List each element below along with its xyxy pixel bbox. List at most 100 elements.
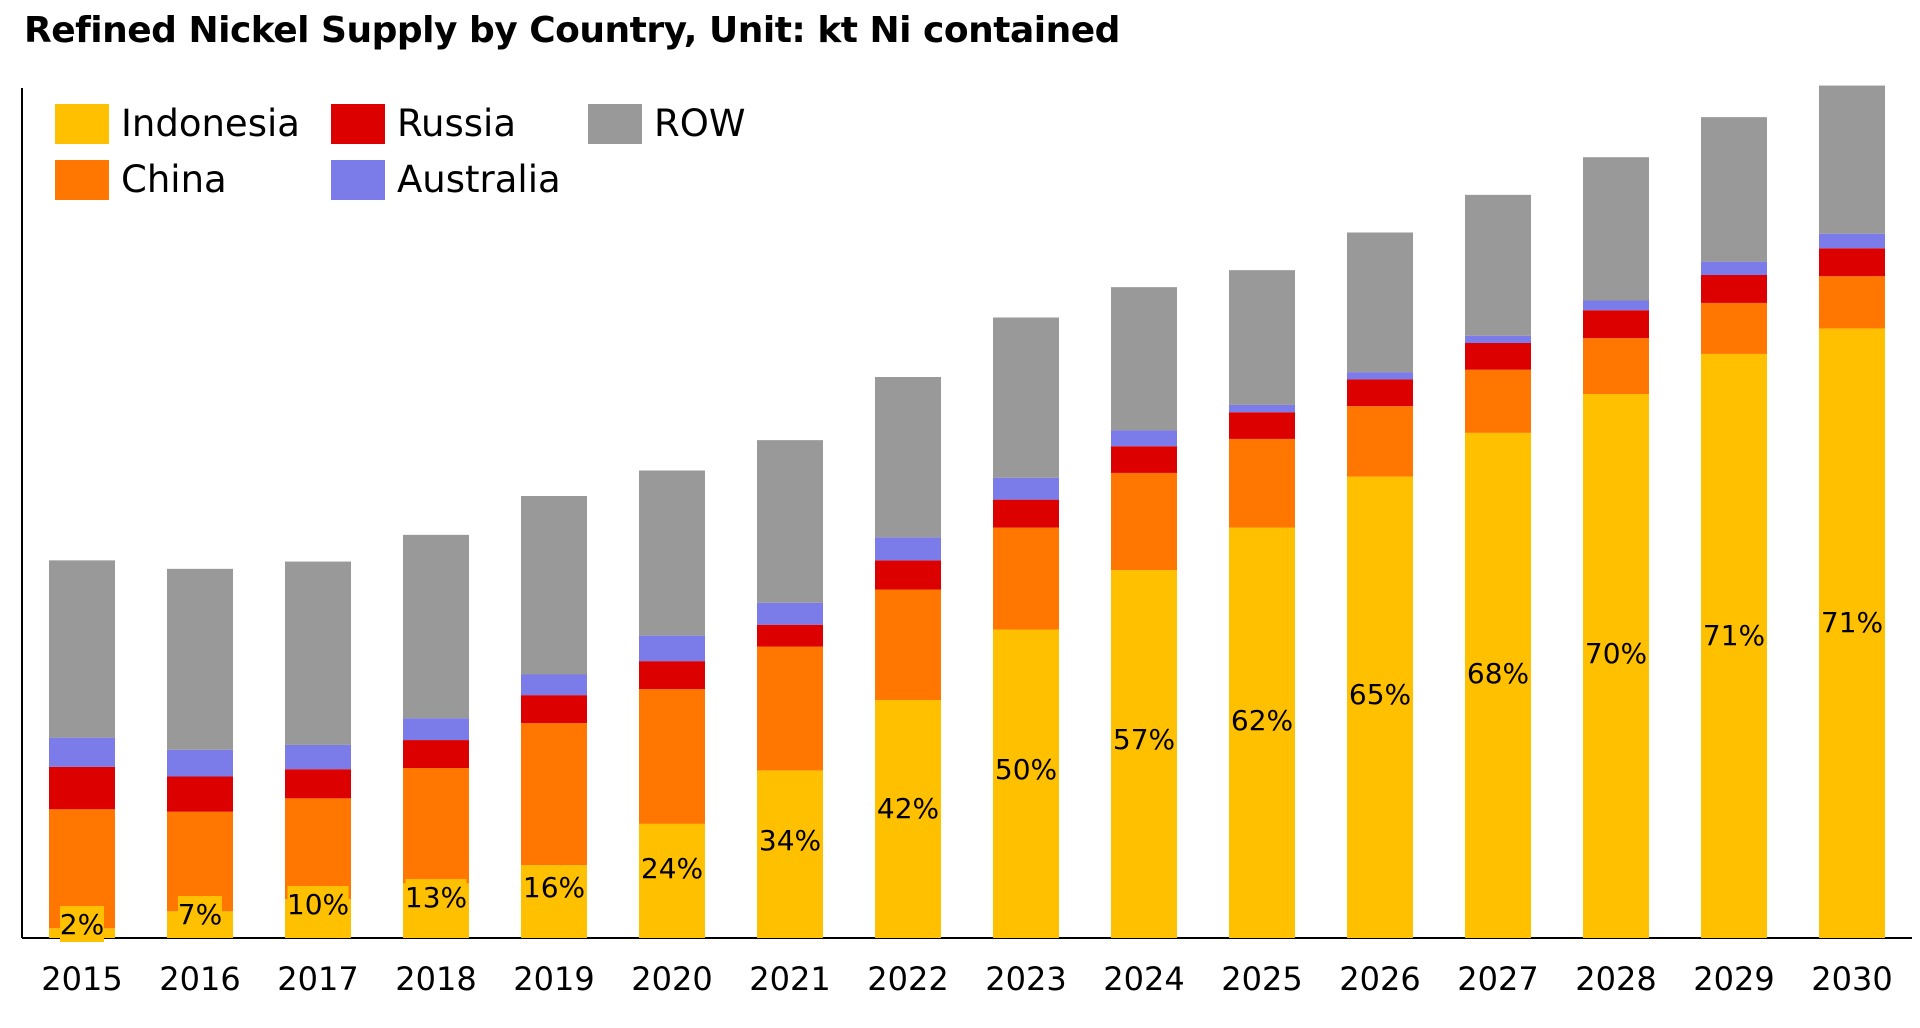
data-label-bg-2017 (287, 886, 349, 922)
data-label-bg-2018 (405, 879, 467, 915)
x-tick-label-2015: 2015 (41, 960, 122, 998)
bar-australia-2017 (285, 744, 351, 770)
data-label-bg-2023 (995, 751, 1057, 787)
bar-russia-2018 (403, 740, 469, 768)
bar-row-2021 (757, 440, 823, 603)
legend-item-indonesia: Indonesia (55, 102, 300, 145)
data-label-bg-2026 (1349, 676, 1411, 712)
x-tick-label-2022: 2022 (867, 960, 948, 998)
legend-swatch-row (588, 103, 642, 144)
bar-china-2018 (403, 768, 469, 884)
bar-russia-2020 (639, 661, 705, 690)
bar-australia-2027 (1465, 335, 1531, 343)
bar-russia-2027 (1465, 343, 1531, 370)
data-label-bg-2016 (178, 896, 222, 932)
legend-item-row: ROW (588, 102, 745, 145)
bar-china-2023 (993, 527, 1059, 630)
legend-swatch-australia (331, 159, 385, 200)
data-label-bg-2029 (1703, 617, 1765, 653)
data-label-2023: 50% (995, 753, 1057, 786)
legend-label-indonesia: Indonesia (121, 102, 300, 145)
bar-china-2030 (1819, 276, 1885, 329)
bar-row-2020 (639, 470, 705, 636)
bar-china-2027 (1465, 369, 1531, 433)
bar-china-2029 (1701, 302, 1767, 354)
data-label-2024: 57% (1113, 723, 1175, 756)
data-label-2028: 70% (1585, 637, 1647, 670)
data-label-bg-2019 (523, 869, 585, 905)
chart-legend: Indonesia China Russia Australia ROW (55, 102, 815, 212)
bar-russia-2017 (285, 769, 351, 799)
bar-china-2017 (285, 798, 351, 900)
legend-item-australia: Australia (331, 158, 561, 201)
data-label-2029: 71% (1703, 619, 1765, 652)
data-label-2018: 13% (405, 881, 467, 914)
bar-row-2015 (49, 560, 115, 738)
bar-russia-2028 (1583, 310, 1649, 339)
bar-russia-2021 (757, 624, 823, 647)
bar-row-2022 (875, 377, 941, 538)
bar-china-2021 (757, 646, 823, 771)
data-label-bg-2027 (1467, 655, 1529, 691)
x-tick-label-2019: 2019 (513, 960, 594, 998)
bar-russia-2022 (875, 560, 941, 590)
legend-label-china: China (121, 158, 227, 201)
x-tick-label-2016: 2016 (159, 960, 240, 998)
bar-australia-2024 (1111, 430, 1177, 447)
bar-row-2026 (1347, 232, 1413, 373)
bar-australia-2025 (1229, 404, 1295, 413)
data-label-2019: 16% (523, 871, 585, 904)
bar-russia-2015 (49, 766, 115, 810)
bar-russia-2029 (1701, 275, 1767, 303)
data-label-bg-2015 (60, 906, 104, 942)
legend-label-australia: Australia (397, 158, 561, 201)
bar-australia-2020 (639, 635, 705, 662)
chart-title: Refined Nickel Supply by Country, Unit: … (24, 10, 1120, 51)
bar-australia-2029 (1701, 261, 1767, 275)
legend-swatch-russia (331, 103, 385, 144)
bar-australia-2019 (521, 674, 587, 696)
bar-australia-2021 (757, 602, 823, 625)
data-label-2026: 65% (1349, 678, 1411, 711)
bar-australia-2026 (1347, 372, 1413, 380)
data-label-2017: 10% (287, 888, 349, 921)
bar-china-2026 (1347, 406, 1413, 477)
bar-australia-2022 (875, 537, 941, 561)
bar-australia-2030 (1819, 233, 1885, 249)
bar-russia-2024 (1111, 446, 1177, 473)
x-tick-label-2024: 2024 (1103, 960, 1184, 998)
x-tick-label-2028: 2028 (1575, 960, 1656, 998)
data-label-bg-2030 (1821, 604, 1883, 640)
data-label-bg-2025 (1231, 702, 1293, 738)
data-label-2022: 42% (877, 792, 939, 825)
bar-row-2029 (1701, 117, 1767, 262)
bar-russia-2025 (1229, 412, 1295, 439)
bar-russia-2016 (167, 776, 233, 812)
legend-item-russia: Russia (331, 102, 516, 145)
bar-row-2016 (167, 568, 233, 750)
bar-china-2025 (1229, 438, 1295, 528)
bar-russia-2019 (521, 695, 587, 724)
bar-australia-2015 (49, 737, 115, 767)
data-label-2021: 34% (759, 824, 821, 857)
data-label-2016: 7% (178, 898, 222, 931)
legend-label-russia: Russia (397, 102, 517, 145)
bar-china-2022 (875, 589, 941, 700)
bar-china-2016 (167, 811, 233, 912)
data-label-bg-2021 (759, 822, 821, 858)
data-label-2025: 62% (1231, 704, 1293, 737)
data-label-bg-2020 (641, 850, 703, 886)
bar-row-2017 (285, 561, 351, 745)
x-tick-label-2026: 2026 (1339, 960, 1420, 998)
data-label-2030: 71% (1821, 606, 1883, 639)
bar-australia-2028 (1583, 300, 1649, 311)
bar-china-2028 (1583, 338, 1649, 394)
x-tick-label-2030: 2030 (1811, 960, 1892, 998)
bar-australia-2023 (993, 477, 1059, 500)
data-label-2015: 2% (60, 908, 104, 941)
data-label-bg-2022 (877, 790, 939, 826)
data-label-bg-2024 (1113, 721, 1175, 757)
x-tick-label-2029: 2029 (1693, 960, 1774, 998)
data-label-2020: 24% (641, 852, 703, 885)
